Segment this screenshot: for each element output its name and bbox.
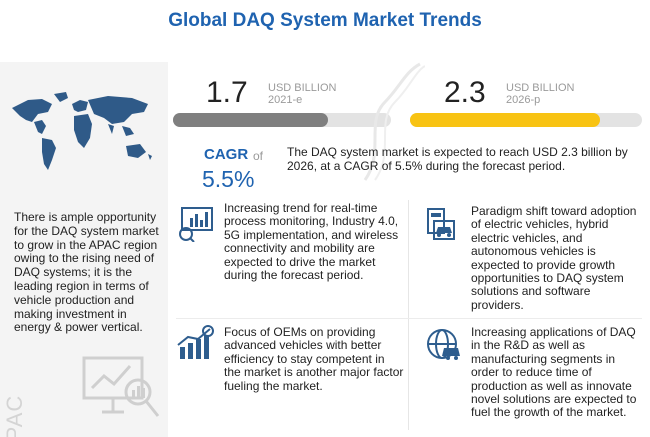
trend-point-1: Increasing trend for real-time process m…	[224, 201, 399, 283]
region-description: There is ample opportunity for the DAQ s…	[14, 210, 159, 335]
trend-point-4: Increasing applications of DAQ in the R&…	[471, 325, 637, 420]
electric-vehicle-icon	[427, 208, 455, 240]
market-bar-2026	[410, 113, 600, 127]
world-map-icon	[12, 92, 152, 170]
page-title: Global DAQ System Market Trends	[168, 10, 482, 31]
market-bar-2021	[173, 113, 328, 127]
market-value-2021: 1.7	[206, 76, 248, 109]
market-unit-2026: USD BILLION	[506, 82, 575, 94]
region-label: APAC	[2, 394, 27, 437]
trend-point-2: Paradigm shift toward adoption of electr…	[471, 204, 637, 312]
market-year-2026: 2026-p	[506, 94, 541, 106]
cagr-value: 5.5%	[202, 166, 255, 192]
analytics-magnifier-icon	[82, 356, 160, 417]
trend-point-3: Focus of OEMs on providing advanced vehi…	[224, 325, 404, 393]
divider-vertical	[408, 200, 409, 430]
growth-chart-icon	[177, 325, 214, 359]
cagr-of: of	[253, 149, 264, 163]
research-globe-icon	[427, 329, 460, 360]
market-value-2026: 2.3	[444, 76, 486, 109]
cagr-label: CAGR	[204, 146, 249, 163]
cagr-description: The DAQ system market is expected to rea…	[287, 145, 628, 173]
market-year-2021: 2021-e	[268, 94, 303, 106]
divider-horizontal	[176, 318, 642, 319]
wave-decoration	[363, 62, 425, 181]
market-unit-2021: USD BILLION	[268, 82, 337, 94]
monitoring-dashboard-icon	[179, 207, 213, 242]
region-panel: There is ample opportunity for the DAQ s…	[0, 62, 168, 437]
